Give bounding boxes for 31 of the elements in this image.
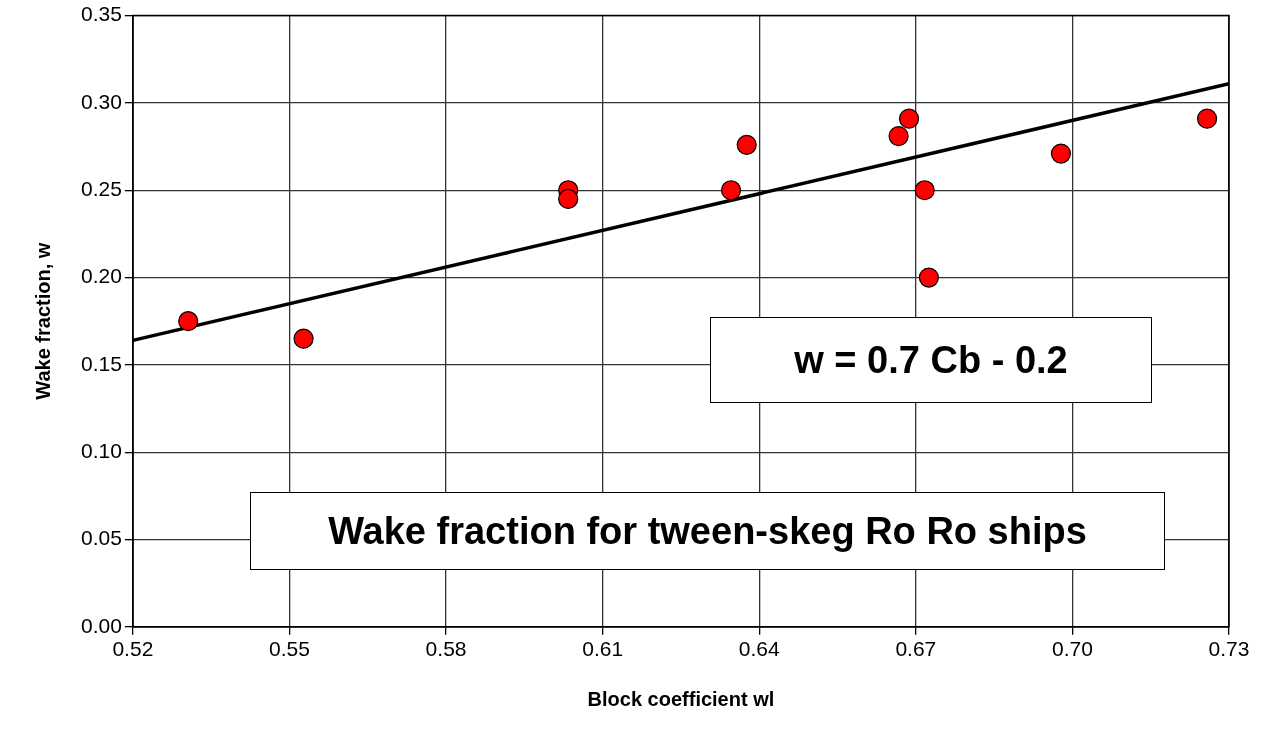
y-tick-label: 0.35 [81, 2, 122, 26]
x-axis-title: Block coefficient wl [587, 687, 775, 710]
y-tick-label: 0.25 [81, 177, 122, 201]
point [293, 328, 314, 349]
point [914, 180, 935, 201]
point [558, 188, 579, 210]
x-tick-label: 0.73 [1208, 637, 1250, 661]
point [918, 267, 939, 288]
x-tick-label: 0.67 [895, 637, 937, 661]
point [178, 311, 199, 332]
x-tick-label: 0.70 [1051, 637, 1093, 661]
y-tick-label: 0.15 [81, 351, 122, 375]
y-tick-label: 0.10 [81, 438, 122, 462]
point [720, 180, 742, 201]
x-tick-label: 0.61 [582, 637, 624, 661]
y-tick-label: 0.30 [81, 89, 122, 113]
x-tick-label: 0.58 [425, 637, 467, 661]
y-axis-title: Wake fraction, w [31, 242, 54, 400]
point [888, 125, 909, 147]
x-tick-label: 0.52 [112, 637, 154, 661]
point [736, 134, 757, 155]
point [1050, 143, 1072, 164]
y-tick-label: 0.00 [81, 613, 122, 637]
text-box: Wake fraction for tween-skeg Ro Ro ships [250, 492, 1165, 570]
x-tick-label: 0.55 [269, 637, 310, 661]
y-tick-label: 0.05 [81, 526, 122, 550]
point [1196, 108, 1218, 129]
y-tick-label: 0.20 [81, 264, 122, 288]
x-tick-label: 0.64 [738, 637, 780, 661]
point [898, 108, 920, 129]
text-box: w = 0.7 Cb - 0.2 [710, 317, 1152, 403]
